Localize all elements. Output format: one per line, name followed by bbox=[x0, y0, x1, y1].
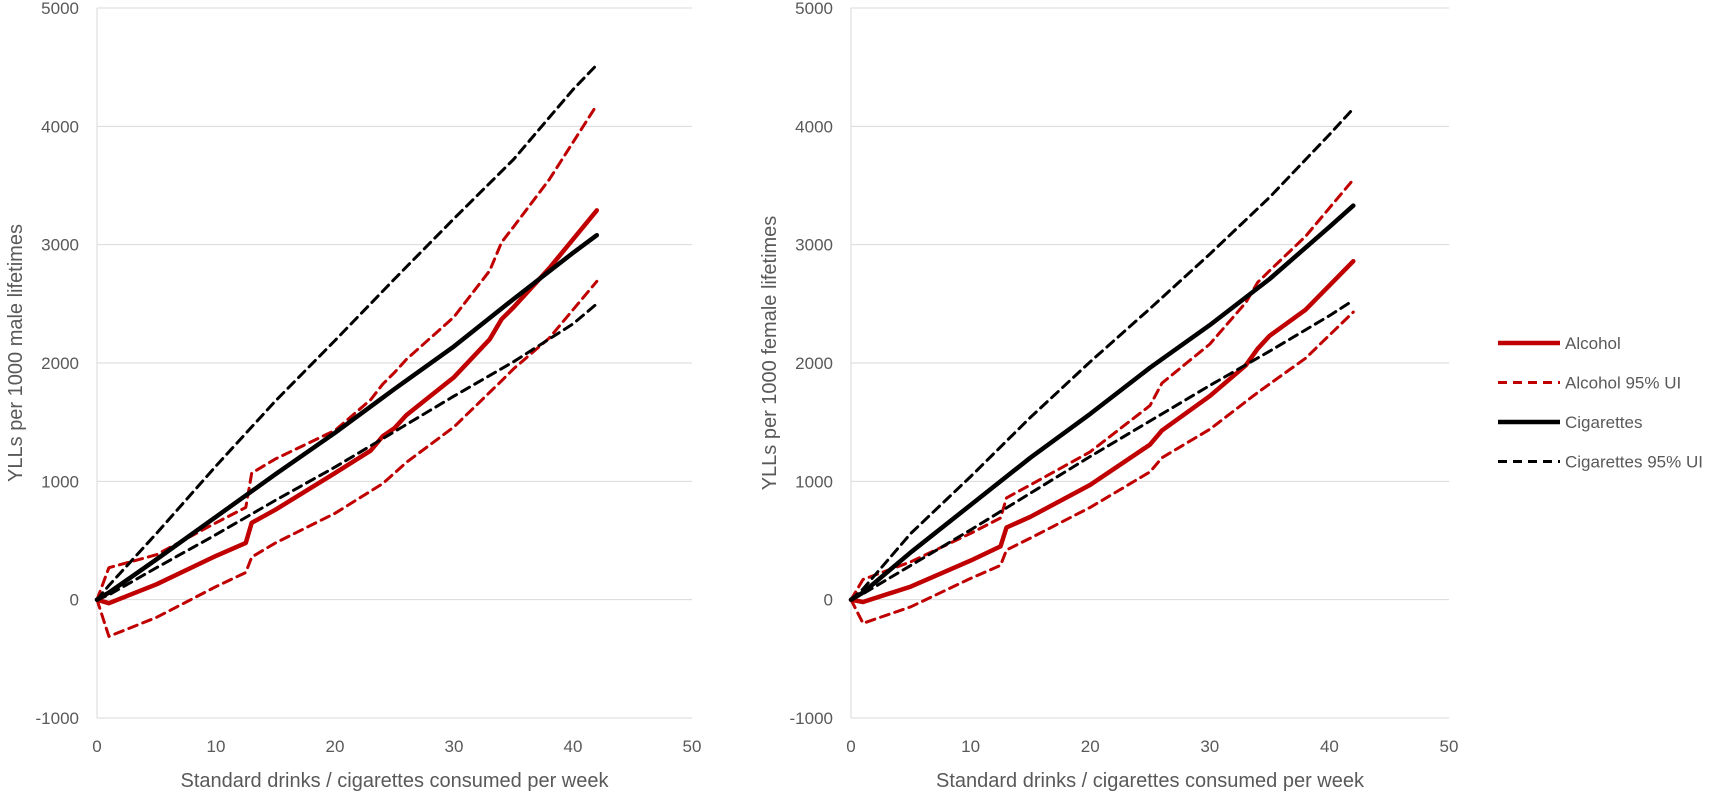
x-tick-label: 30 bbox=[1200, 737, 1219, 756]
chart-panel-female: -1000 0 1000 2000 3000 4000 5000 0 10 20 30 40 50 Sta… bbox=[759, 0, 1458, 792]
legend-label: Cigarettes 95% UI bbox=[1565, 453, 1703, 472]
y-tick-label: 1000 bbox=[795, 472, 833, 491]
series-line-alcohol-95-ui-upper bbox=[849, 178, 1355, 602]
y-tick-label: 5000 bbox=[795, 0, 833, 18]
series-line-cigarettes bbox=[94, 232, 600, 602]
x-tick-label: 50 bbox=[1440, 737, 1459, 756]
series-line-cigarettes-95-ui-lower bbox=[95, 302, 599, 602]
y-tick-label: 3000 bbox=[795, 236, 833, 255]
x-tick-label: 30 bbox=[445, 737, 464, 756]
series-line-cigarettes bbox=[848, 203, 1356, 602]
y-axis-title: YLLs per 1000 female lifetimes bbox=[759, 216, 781, 491]
series-line-alcohol-95-ui-lower bbox=[95, 279, 599, 638]
series-line-alcohol-95-ui-upper bbox=[95, 103, 599, 602]
series-line-alcohol bbox=[94, 208, 600, 606]
x-tick-label: 10 bbox=[207, 737, 226, 756]
y-tick-label: 0 bbox=[824, 591, 833, 610]
x-axis-title: Standard drinks / cigarettes consumed pe… bbox=[936, 770, 1365, 792]
x-tick-label: 40 bbox=[564, 737, 583, 756]
series-line-cigarettes-95-ui-upper bbox=[95, 63, 599, 602]
y-tick-label: 1000 bbox=[41, 472, 79, 491]
x-tick-label: 20 bbox=[326, 737, 345, 756]
x-tick-label: 50 bbox=[683, 737, 702, 756]
x-tick-label: 0 bbox=[92, 737, 101, 756]
y-tick-label: 4000 bbox=[41, 117, 79, 136]
legend-label: Alcohol bbox=[1565, 334, 1621, 353]
y-tick-label: 0 bbox=[70, 591, 79, 610]
y-axis-title: YLLs per 1000 male lifetimes bbox=[5, 224, 27, 482]
series-line-cigarettes-95-ui-upper bbox=[849, 107, 1355, 602]
series-line-alcohol bbox=[848, 258, 1356, 605]
y-tick-label: 2000 bbox=[795, 354, 833, 373]
y-tick-label: 5000 bbox=[41, 0, 79, 18]
y-tick-label: 3000 bbox=[41, 236, 79, 255]
x-tick-label: 0 bbox=[846, 737, 855, 756]
series-line-cigarettes-95-ui-lower bbox=[849, 298, 1355, 602]
x-tick-label: 10 bbox=[961, 737, 980, 756]
x-tick-label: 20 bbox=[1081, 737, 1100, 756]
y-tick-label: -1000 bbox=[36, 709, 79, 728]
legend-label: Cigarettes bbox=[1565, 413, 1642, 432]
y-tick-label: -1000 bbox=[790, 709, 833, 728]
legend-label: Alcohol 95% UI bbox=[1565, 374, 1681, 393]
x-tick-label: 40 bbox=[1320, 737, 1339, 756]
legend: Alcohol Alcohol 95% UI Cigarettes Cigarette… bbox=[1498, 334, 1703, 472]
y-tick-label: 4000 bbox=[795, 117, 833, 136]
chart-panel-male: -1000 0 1000 2000 3000 4000 5000 0 10 20 30 40 50 Sta… bbox=[5, 0, 701, 792]
series-line-alcohol-95-ui-lower bbox=[849, 310, 1355, 625]
x-axis-title: Standard drinks / cigarettes consumed pe… bbox=[181, 770, 610, 792]
y-tick-label: 2000 bbox=[41, 354, 79, 373]
